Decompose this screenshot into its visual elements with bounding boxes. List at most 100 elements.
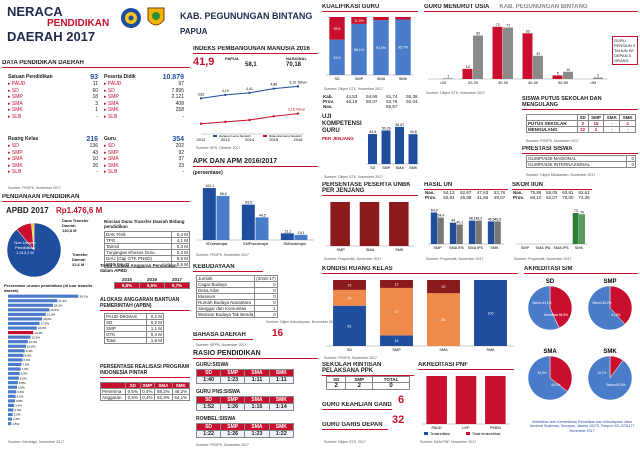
rasio-title: RASIO PENDIDIKAN bbox=[193, 350, 318, 359]
value-cell: 82,61 bbox=[578, 190, 590, 195]
bar-label: 10 bbox=[566, 68, 570, 72]
bar-label: 48,2 bbox=[475, 217, 482, 221]
guru-block: Guru 354 ▸ SD 202 ▸ SMP 92 ▸ SMA 37 ▸ SMK 23 ▸ SL… bbox=[104, 136, 184, 176]
stat-value: 97 bbox=[178, 81, 184, 87]
rasio-rombel-table: SD SMP SMA SMK 1:22 1:26 1:23 1:22 bbox=[195, 423, 295, 438]
bar bbox=[381, 130, 391, 164]
stat-row: ▸ PAUD 97 bbox=[104, 81, 184, 88]
value-cell: 45,88 bbox=[460, 195, 472, 200]
bar-label: 10,1 bbox=[298, 231, 305, 235]
data-label: 4,41 bbox=[246, 87, 253, 91]
legend-label: Harapan Lama Sekolah bbox=[219, 134, 251, 138]
stat-label: ▸ SLB bbox=[8, 169, 22, 175]
bar-label: 86,6 bbox=[220, 192, 227, 196]
kebudayaan-source: Sumber: Ditjen Kebudayaan, November 2017 bbox=[266, 320, 337, 324]
guru-list: ▸ SD 202 ▸ SMP 92 ▸ SMA 37 ▸ SMK 23 ▸ SLB - bbox=[104, 143, 184, 176]
rasio-value: 1:11 bbox=[244, 376, 270, 384]
x-tick-label: SMP bbox=[382, 166, 391, 170]
kualifikasi-source: Sumber: Dikjen GTK, November 2017 bbox=[324, 87, 383, 91]
akreditasi-slice bbox=[587, 355, 633, 401]
urusan-bar-label: 23,0% bbox=[50, 308, 59, 312]
table-cell-label: Rumah Budaya Nusantara bbox=[195, 299, 256, 306]
putus-cell: 22 bbox=[576, 126, 589, 133]
bar-segment bbox=[455, 376, 477, 424]
value-row-label: Kab. bbox=[323, 94, 333, 99]
akreditasi-slice bbox=[527, 355, 568, 401]
bar bbox=[430, 212, 438, 244]
urusan-bar bbox=[8, 381, 18, 385]
pip-cell: 0,5% bbox=[124, 388, 141, 395]
pendanaan-title: PENDANAAN PENDIDIKAN bbox=[2, 194, 190, 202]
urusan-bar-label: 7,5% bbox=[23, 363, 30, 367]
bar-segment bbox=[333, 289, 366, 306]
putus-sekolah-table: SD SMP SMA SMK PUTUS SEKOLAH 3 15-2 MENGULANG 22… bbox=[526, 114, 636, 133]
prestasi-source: Sumber: Dikjen Dikdasmen, November 2017 bbox=[526, 173, 596, 177]
x-tick-label: LKP bbox=[462, 426, 470, 430]
urusan-bar-label: 6,5% bbox=[21, 372, 28, 376]
stat-label: ▸ SMK bbox=[104, 162, 119, 169]
bar-label: 5 bbox=[557, 71, 559, 75]
unbk-title: PERSENTASE PESERTA UNBK PER JENJANG bbox=[322, 182, 418, 196]
guru-label: Guru bbox=[104, 136, 116, 142]
stat-label: ▸ SMA bbox=[104, 100, 119, 107]
tren-value: 9,8% bbox=[114, 282, 140, 289]
x-tick-label: SMP/sederajat bbox=[243, 242, 269, 246]
x-tick-label: 2013 bbox=[221, 137, 231, 142]
pendanaan-source: Sumber: Kemdagri, November 2017 bbox=[8, 440, 65, 444]
prestasi-title: PRESTASI SISWA bbox=[522, 146, 638, 154]
stat-row: ▸ SLB - bbox=[8, 114, 98, 121]
urusan-bar bbox=[8, 344, 26, 348]
skor-iiun-source: Sumber: Puspendik, November 2017 bbox=[514, 257, 572, 261]
bahasa-title: BAHASA DAERAH bbox=[193, 332, 253, 340]
peserta-total: 10.879 bbox=[162, 74, 184, 81]
urusan-bar bbox=[8, 340, 28, 344]
bar-segment bbox=[329, 17, 345, 40]
rintisan-value: 2 bbox=[345, 382, 374, 390]
value-row: Nas. 55,67 bbox=[322, 104, 422, 109]
bar bbox=[473, 35, 483, 79]
bar-segment bbox=[329, 39, 345, 75]
value-cell: 60,10 bbox=[530, 195, 542, 200]
putus-sekolah-source: Sumber: PDSPK, November 2017 bbox=[526, 139, 579, 143]
value-cell bbox=[402, 104, 422, 109]
tren-title: Trend Alokasi Anggaran Pendidikan dalam … bbox=[100, 263, 177, 273]
table-cell-label: OLIMPIADE INTERNASIONAL bbox=[525, 161, 628, 168]
urusan-bar-label: 11,0% bbox=[29, 340, 38, 344]
x-tick-label: SMK bbox=[490, 246, 499, 250]
bar-label: 24 bbox=[348, 296, 352, 300]
bar-label: 100 bbox=[488, 312, 494, 316]
putus-row: MENGULANG 22 1- - bbox=[526, 126, 636, 133]
putus-cell: 1 bbox=[587, 126, 605, 133]
urusan-bar-label: 8,0% bbox=[23, 358, 30, 362]
peserta-didik-block: Peserta Didik 10.879 ▸ PAUD 97 ▸ SD 7.995 ▸ S… bbox=[104, 74, 184, 120]
stat-row: ▸ SMK 1 bbox=[8, 107, 98, 114]
bar bbox=[522, 33, 533, 79]
urusan-bar-label: 9,3% bbox=[26, 349, 33, 353]
value-cell: 62,07 bbox=[546, 195, 558, 200]
header: NERACA PENDIDIKAN DAERAH 2017 bbox=[0, 0, 178, 56]
stat-label: ▸ SMA bbox=[104, 156, 119, 162]
urusan-bar bbox=[8, 362, 22, 367]
ipm-label-papua: PAPUA bbox=[225, 56, 239, 61]
stat-value: 11 bbox=[92, 81, 98, 87]
transfer-daerah-label: Transfer Daerah bbox=[72, 252, 88, 262]
urusan-bar bbox=[8, 299, 58, 303]
unbk-source: Sumber: Puspendik, November 2017 bbox=[324, 257, 382, 261]
stat-row: ▸ SMK 26 bbox=[8, 163, 98, 170]
urusan-bar-label: 4,2% bbox=[17, 394, 24, 398]
bahasa-value: 16 bbox=[272, 328, 284, 339]
tren-year: 2015 bbox=[121, 277, 132, 282]
rasio-value: 1:23 bbox=[220, 376, 246, 384]
akreditasi-slice bbox=[549, 285, 573, 329]
bar-label: 102,1 bbox=[205, 184, 214, 188]
bar-segment bbox=[380, 280, 413, 288]
pip-row-label: Anggaran bbox=[100, 394, 126, 401]
satuan-list: ▸ PAUD 11 ▸ SD 60 ▸ SMP 18 ▸ SMA 3 ▸ SMK 1 ▸ SLB - bbox=[8, 81, 98, 120]
urusan-bar-label: 5,5% bbox=[19, 381, 26, 385]
guru-pensiun-note: GURU PENSIUN 3 TAHUN KE DEPAN 5 ORANG bbox=[612, 36, 638, 65]
stat-row: ▸ SD 7.995 bbox=[104, 88, 184, 95]
putus-row-label: MENGULANG bbox=[526, 126, 578, 133]
kondisi-title: KONDISI RUANG KELAS bbox=[322, 266, 518, 274]
stat-value: 1 bbox=[95, 107, 98, 113]
region-name: KAB. PEGUNUNGAN BINTANG bbox=[180, 11, 313, 21]
